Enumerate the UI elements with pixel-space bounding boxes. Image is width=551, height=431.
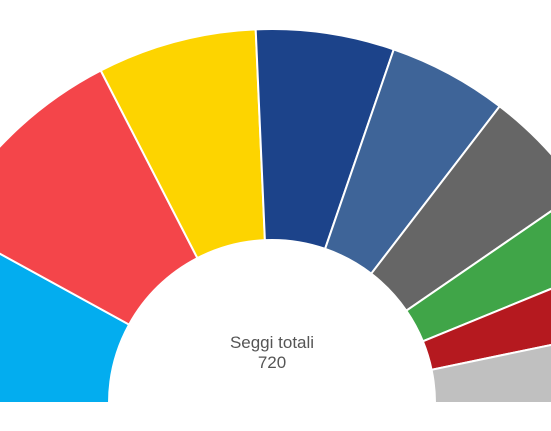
seat-segment-9 xyxy=(430,343,551,404)
seat-segment-6 xyxy=(369,104,551,313)
total-seats-value: 720 xyxy=(257,353,287,372)
total-seats-label: Seggi totali 720 xyxy=(222,333,322,373)
total-seats-caption: Seggi totali xyxy=(229,333,315,352)
seat-segment-1 xyxy=(0,252,131,404)
